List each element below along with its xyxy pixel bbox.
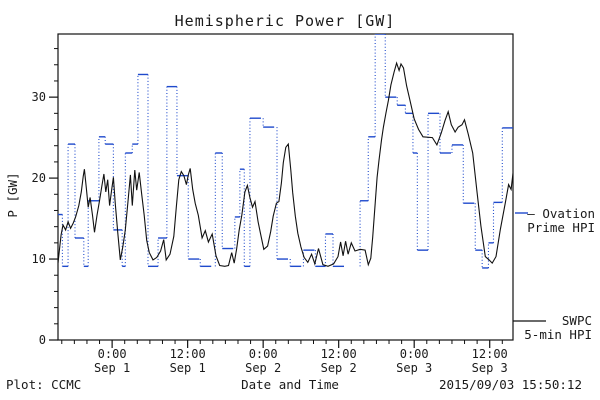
x-tick-date-label: Sep 1 [170, 361, 206, 375]
x-tick-date-label: Sep 2 [245, 361, 281, 375]
y-tick-label: 20 [32, 171, 46, 185]
y-tick-label: 0 [39, 333, 46, 347]
x-axis-label: Date and Time [241, 377, 339, 392]
plot-frame [57, 33, 514, 341]
chart-title: Hemispheric Power [GW] [175, 12, 396, 30]
x-tick-time-label: 12:00 [321, 347, 357, 361]
legend-swpc: SWPC 5-min HPI [513, 313, 592, 342]
x-tick-time-label: 12:00 [472, 347, 508, 361]
ovation-series [58, 34, 513, 269]
legend-swpc-line1: SWPC [562, 313, 592, 328]
swpc-series-line [58, 61, 513, 267]
footer-plot-credit: Plot: CCMC [6, 377, 81, 392]
y-axis-label: P [GW] [5, 172, 20, 217]
y-tick-label: 30 [32, 90, 46, 104]
legend-ovation-line1: – Ovation [527, 206, 595, 221]
x-tick-date-label: Sep 3 [472, 361, 508, 375]
x-tick-date-label: Sep 2 [321, 361, 357, 375]
x-tick-time-label: 12:00 [170, 347, 206, 361]
legend-ovation-line2: Prime HPI [527, 220, 595, 235]
series-area [58, 34, 513, 269]
x-tick-time-label: 0:00 [400, 347, 429, 361]
x-tick-time-label: 0:00 [98, 347, 127, 361]
x-tick-date-label: Sep 1 [94, 361, 130, 375]
y-tick-label: 10 [32, 252, 46, 266]
x-tick-date-label: Sep 3 [396, 361, 432, 375]
legend-swpc-line2: 5-min HPI [524, 327, 592, 342]
legend-ovation: – Ovation Prime HPI [515, 206, 595, 235]
series-clip-group [58, 34, 513, 269]
x-tick-time-label: 0:00 [249, 347, 278, 361]
footer-timestamp: 2015/09/03 15:50:12 [439, 377, 582, 392]
